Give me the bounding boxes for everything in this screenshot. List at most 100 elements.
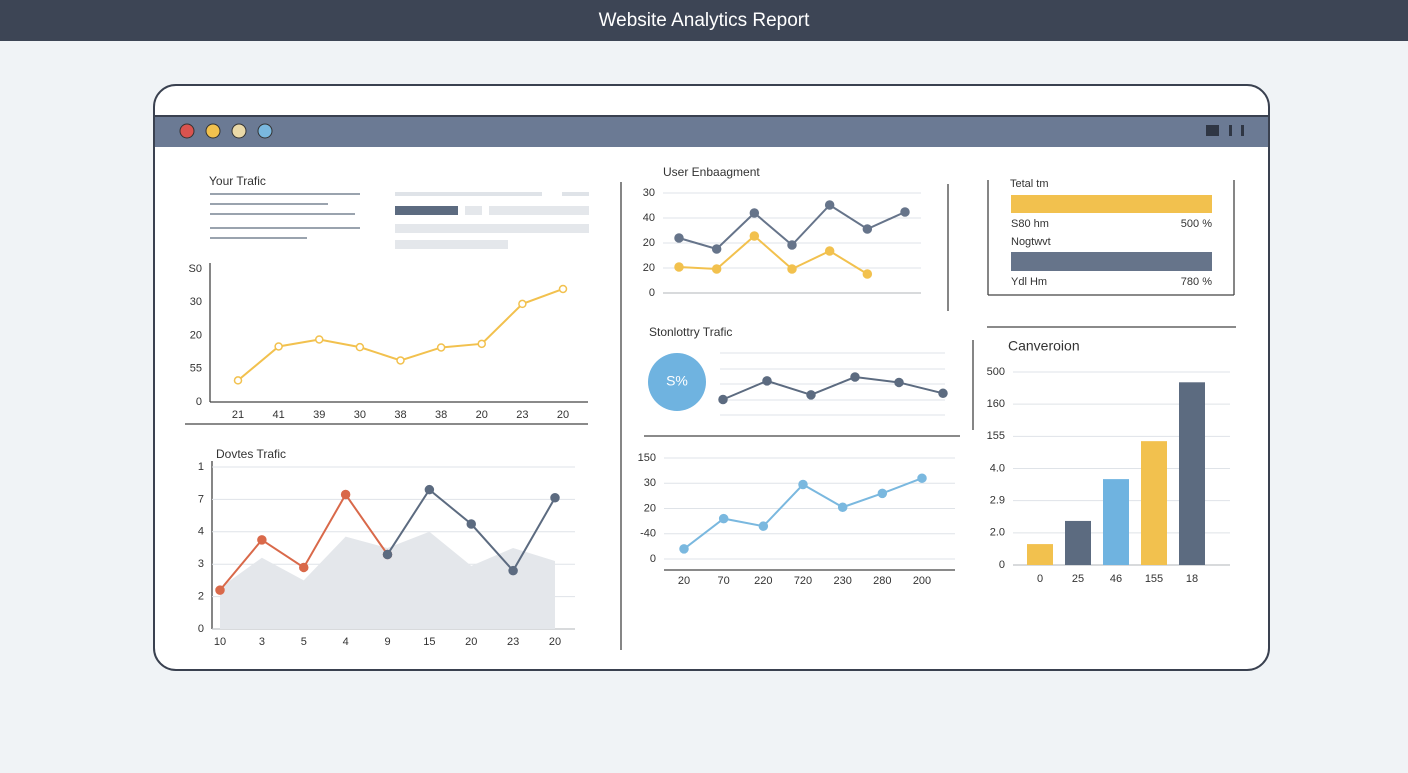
point bbox=[837, 502, 848, 512]
y-tick-label: 20 bbox=[643, 237, 655, 249]
x-tick-label: 70 bbox=[718, 575, 730, 587]
chart-title: Canveroion bbox=[1008, 338, 1080, 354]
point bbox=[274, 342, 283, 351]
badge bbox=[648, 353, 706, 411]
y-tick-label: 30 bbox=[644, 477, 656, 489]
x-tick-label: 20 bbox=[557, 409, 569, 421]
placeholders bbox=[210, 192, 589, 249]
traffic-grid bbox=[720, 352, 945, 416]
metric-label: Tetal tm bbox=[1010, 178, 1049, 190]
y-tick-label: 20 bbox=[190, 329, 202, 341]
toolbar-icon[interactable] bbox=[1229, 125, 1232, 136]
x-tick-label: 38 bbox=[435, 409, 447, 421]
x-tick-label: 200 bbox=[913, 575, 931, 587]
metric-label: Nogtwvt bbox=[1011, 236, 1051, 248]
bar bbox=[1179, 382, 1205, 565]
bar bbox=[1141, 441, 1167, 565]
badge-label: S% bbox=[666, 373, 688, 389]
point bbox=[340, 489, 351, 500]
point bbox=[382, 549, 393, 560]
line bbox=[722, 376, 944, 401]
y-tick-label: 500 bbox=[987, 366, 1005, 378]
x-tick-label: 0 bbox=[1037, 573, 1043, 585]
y-tick-label: 0 bbox=[649, 287, 655, 299]
point bbox=[550, 493, 560, 503]
point bbox=[749, 231, 760, 241]
y-tick-label: 2.9 bbox=[990, 495, 1005, 507]
chart-title: User Enbaagment bbox=[663, 165, 760, 179]
y-tick-label: 3 bbox=[198, 558, 204, 570]
y-tick-label: 4 bbox=[198, 526, 204, 538]
point bbox=[396, 356, 405, 365]
x-tick-label: 280 bbox=[873, 575, 891, 587]
y-tick-label: 55 bbox=[190, 363, 202, 375]
y-tick-label: 0 bbox=[999, 559, 1005, 571]
point bbox=[477, 339, 486, 349]
area bbox=[220, 531, 555, 629]
point bbox=[215, 585, 225, 595]
point bbox=[718, 394, 728, 405]
window-button[interactable] bbox=[179, 123, 195, 139]
x-tick-label: 46 bbox=[1110, 573, 1122, 585]
point bbox=[674, 233, 684, 243]
bar bbox=[1103, 479, 1129, 565]
y-tick-label: 20 bbox=[643, 262, 655, 274]
window-button[interactable] bbox=[231, 123, 247, 139]
toolbar bbox=[155, 116, 1268, 147]
point bbox=[558, 284, 568, 294]
point bbox=[299, 562, 309, 573]
point bbox=[862, 269, 873, 279]
x-tick-label: 230 bbox=[833, 575, 851, 587]
x-tick-label: 720 bbox=[794, 575, 812, 587]
y-tick-label: 155 bbox=[987, 430, 1005, 442]
x-tick-label: 4 bbox=[343, 636, 349, 648]
x-tick-label: 20 bbox=[549, 636, 561, 648]
x-tick-label: 15 bbox=[423, 636, 435, 648]
metric-right: 780 % bbox=[1181, 276, 1212, 288]
y-tick-label: 160 bbox=[987, 398, 1005, 410]
y-tick-label: 0 bbox=[196, 396, 202, 408]
point bbox=[824, 200, 835, 210]
window-button[interactable] bbox=[257, 123, 273, 139]
point bbox=[436, 343, 446, 352]
x-tick-label: 5 bbox=[301, 636, 307, 648]
metric-bar bbox=[1011, 252, 1212, 271]
x-tick-label: 23 bbox=[507, 636, 519, 648]
point bbox=[711, 264, 722, 274]
window-button[interactable] bbox=[205, 123, 221, 139]
x-tick-label: 30 bbox=[354, 409, 366, 421]
bar bbox=[1065, 520, 1091, 565]
x-tick-label: 41 bbox=[273, 409, 285, 421]
point bbox=[900, 207, 910, 217]
point bbox=[679, 544, 689, 554]
point bbox=[424, 484, 435, 495]
toolbar-icon[interactable] bbox=[1241, 125, 1244, 136]
y-tick-label: 20 bbox=[644, 502, 656, 514]
point bbox=[877, 488, 888, 499]
metric-left: Ydl Hm bbox=[1011, 276, 1047, 288]
y-tick-label: 1 bbox=[198, 461, 204, 473]
toolbar-icon[interactable] bbox=[1206, 125, 1219, 136]
metric-right: 500 % bbox=[1181, 218, 1212, 230]
point bbox=[466, 519, 476, 529]
y-tick-label: 0 bbox=[650, 553, 656, 565]
x-tick-label: 20 bbox=[678, 575, 690, 587]
header-bar bbox=[0, 0, 1408, 41]
chart-title: Stonlottry Trafic bbox=[649, 325, 732, 339]
point bbox=[894, 377, 904, 388]
point bbox=[518, 299, 527, 309]
point bbox=[798, 479, 808, 490]
point bbox=[762, 376, 772, 386]
x-tick-label: 38 bbox=[394, 409, 406, 421]
x-tick-label: 39 bbox=[313, 409, 325, 421]
point bbox=[850, 372, 860, 382]
point bbox=[787, 264, 797, 274]
y-tick-label: 150 bbox=[638, 452, 656, 464]
chart-title: Your Trafic bbox=[209, 174, 266, 188]
metrics-panel: Tetal tm S80 hm 500 % Nogtwvt Ydl Hm 780… bbox=[1010, 178, 1212, 288]
point bbox=[508, 565, 518, 576]
y-tick-label: S0 bbox=[189, 263, 202, 275]
point bbox=[718, 513, 729, 524]
